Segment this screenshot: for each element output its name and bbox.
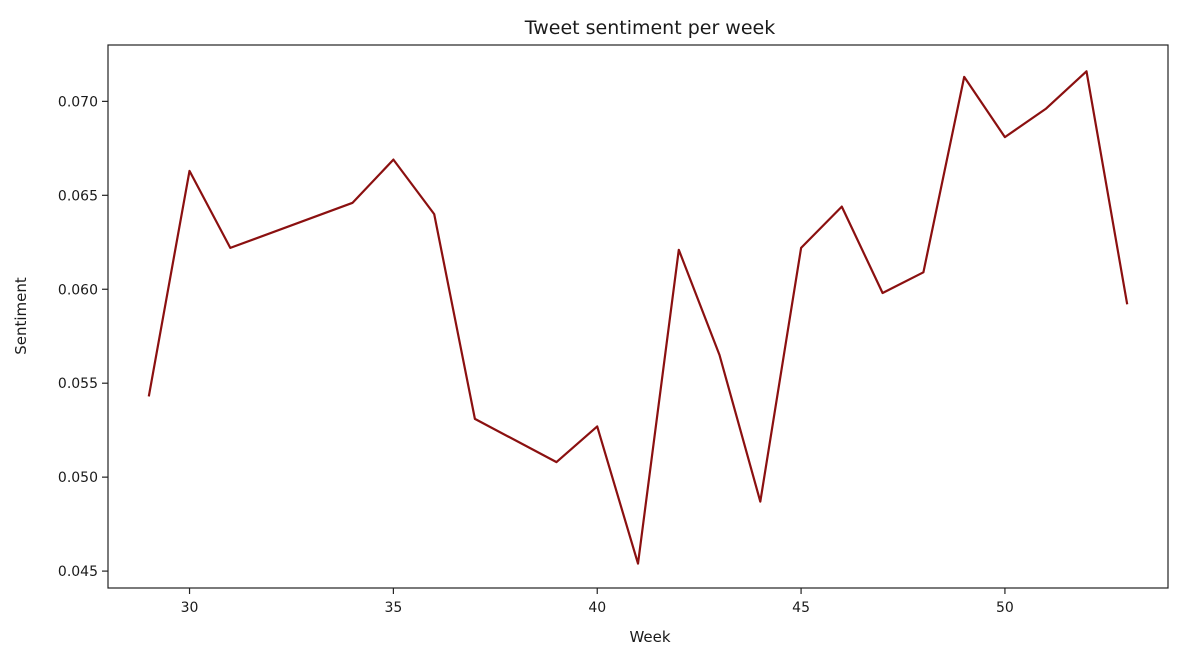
plot-frame [107,44,1169,589]
y-axis-title: Sentiment [12,277,30,355]
plot-area [107,44,1169,589]
x-tick-label: 45 [792,600,810,616]
y-tick-label: 0.070 [58,94,98,110]
y-tick-label: 0.045 [58,564,98,580]
x-tick-label: 50 [996,600,1014,616]
y-tick-label: 0.055 [58,376,98,392]
y-tick-label: 0.065 [58,188,98,204]
x-axis: 30 35 40 45 50 [181,588,1014,616]
x-tick-label: 35 [384,600,402,616]
y-axis: 0.045 0.050 0.055 0.060 0.065 0.070 [58,94,108,580]
x-tick-label: 30 [181,600,199,616]
y-tick-label: 0.050 [58,470,98,486]
chart-title: Tweet sentiment per week [524,17,775,39]
y-tick-label: 0.060 [58,282,98,298]
series-line [147,70,1129,565]
x-tick-label: 40 [588,600,606,616]
x-axis-title: Week [629,628,670,645]
